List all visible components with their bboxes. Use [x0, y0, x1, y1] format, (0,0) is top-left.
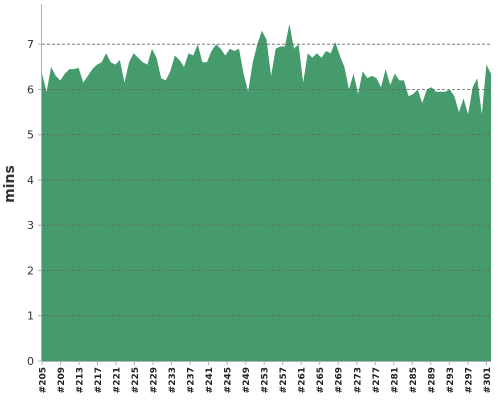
y-tick-labels: 0 1 2 3 4 5 6 7	[27, 38, 42, 368]
x-tick-label: #301	[483, 367, 493, 393]
x-tick-label: #261	[298, 367, 308, 393]
x-tick-label: #257	[279, 367, 289, 393]
x-tick-label: #273	[353, 367, 363, 393]
x-tick-label: #293	[446, 367, 456, 393]
x-tick-label: #237	[187, 367, 197, 393]
y-tick-label: 4	[27, 174, 34, 187]
x-tick-label: #289	[427, 367, 437, 393]
y-tick-label: 6	[27, 84, 34, 97]
x-tick-label: #233	[168, 367, 178, 393]
x-tick-label: #249	[242, 367, 252, 393]
area-series-0	[42, 23, 491, 362]
x-tick-label: #229	[150, 367, 160, 393]
x-tick-label: #245	[224, 367, 234, 393]
y-tick-label: 2	[27, 265, 34, 278]
x-tick-label: #285	[409, 367, 419, 393]
x-tick-label: #277	[372, 367, 382, 393]
x-tick-label: #209	[57, 367, 67, 393]
area-layer	[42, 23, 491, 362]
x-tick-label: #221	[113, 367, 123, 393]
x-tick-label: #241	[205, 367, 215, 393]
x-tick-label: #297	[464, 367, 474, 393]
x-tick-label: #217	[94, 367, 104, 393]
x-tick-label: #281	[390, 367, 400, 393]
x-tick-label: #253	[261, 367, 271, 393]
x-tick-label: #213	[76, 367, 86, 393]
y-tick-label: 5	[27, 129, 34, 142]
y-tick-label: 1	[27, 310, 34, 323]
x-tick-labels: #205 #209 #213 #217 #221 #225 #229 #233 #237 #241…	[39, 361, 493, 393]
x-tick-label: #269	[335, 367, 345, 393]
y-tick-label: 3	[27, 219, 34, 232]
x-tick-label: #205	[39, 367, 49, 393]
y-tick-label: 7	[27, 38, 34, 51]
y-axis-label: mins	[2, 165, 18, 203]
x-tick-label: #265	[316, 367, 326, 393]
y-tick-label: 0	[27, 355, 34, 368]
axis-layer	[41, 4, 491, 362]
x-tick-label: #225	[131, 367, 141, 393]
